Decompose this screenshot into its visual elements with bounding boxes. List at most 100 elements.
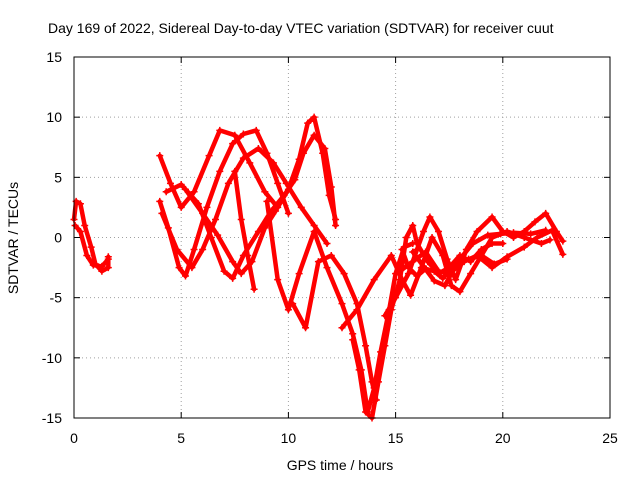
data-point — [325, 191, 333, 199]
x-axis-label: GPS time / hours — [287, 457, 394, 473]
data-point — [349, 330, 357, 338]
data-point — [173, 246, 181, 254]
data-point — [199, 209, 207, 217]
data-point — [177, 203, 185, 211]
data-point — [430, 277, 438, 285]
data-point — [254, 227, 262, 235]
data-point — [370, 276, 378, 284]
data-point — [87, 243, 95, 251]
data-point — [214, 231, 222, 239]
y-tick-label: -10 — [42, 350, 62, 366]
data-point — [76, 227, 84, 235]
data-point — [295, 155, 303, 163]
data-point — [239, 130, 247, 138]
data-point — [188, 264, 196, 272]
data-point — [177, 181, 185, 189]
data-point — [467, 270, 475, 278]
data-point — [362, 342, 370, 350]
data-point — [374, 378, 382, 386]
data-point — [542, 209, 550, 217]
data-point — [314, 258, 322, 266]
data-point — [229, 274, 237, 282]
series-arc-5 — [158, 144, 331, 272]
data-point — [246, 159, 254, 167]
data-point — [426, 213, 434, 221]
data-point — [261, 188, 269, 196]
data-point — [338, 300, 346, 308]
data-point — [237, 215, 245, 223]
data-point — [284, 185, 292, 193]
x-tick-label: 0 — [70, 430, 78, 446]
data-point — [537, 240, 545, 248]
data-point — [473, 227, 481, 235]
data-point — [76, 200, 84, 208]
data-point — [323, 240, 331, 248]
x-tick-label: 15 — [388, 430, 404, 446]
data-point — [409, 248, 417, 256]
data-point — [252, 126, 260, 134]
data-point — [269, 159, 277, 167]
data-point — [83, 252, 91, 260]
data-point — [490, 260, 498, 268]
data-point — [456, 288, 464, 296]
data-point — [510, 229, 518, 237]
data-point — [559, 250, 567, 258]
data-point — [355, 366, 363, 374]
data-point — [203, 203, 211, 211]
data-point — [231, 131, 239, 139]
data-series — [70, 113, 567, 422]
data-point — [499, 240, 507, 248]
data-point — [464, 255, 472, 263]
data-point — [332, 221, 340, 229]
data-point — [402, 234, 410, 241]
data-point — [216, 167, 224, 175]
series-arc-16 — [409, 226, 550, 290]
data-point — [156, 197, 164, 205]
data-point — [156, 152, 164, 160]
data-point — [284, 209, 292, 217]
axis-ticks: 0 5 10 15 20 25 -15 -10 -5 0 5 10 15 — [42, 49, 618, 446]
x-tick-label: 5 — [177, 430, 185, 446]
data-point — [447, 282, 455, 290]
data-point — [469, 240, 477, 248]
series-arc-10 — [289, 252, 380, 404]
data-point — [104, 264, 112, 272]
data-point — [338, 324, 346, 332]
y-tick-label: 10 — [46, 109, 62, 125]
data-point — [488, 213, 496, 221]
data-point — [413, 246, 421, 254]
data-point — [327, 252, 335, 260]
data-point — [396, 267, 404, 275]
data-point — [409, 258, 417, 266]
data-point — [477, 252, 485, 260]
data-point — [261, 224, 269, 232]
data-point — [413, 272, 421, 280]
data-point — [428, 234, 436, 241]
series-line — [72, 223, 111, 269]
y-tick-label: 15 — [46, 49, 62, 65]
y-tick-label: 5 — [54, 169, 62, 185]
data-point — [319, 149, 327, 157]
data-point — [353, 306, 361, 314]
data-point — [441, 282, 449, 290]
data-point — [533, 234, 541, 241]
data-point — [404, 264, 412, 272]
data-point — [175, 264, 183, 272]
data-point — [158, 209, 166, 217]
data-point — [274, 179, 282, 187]
data-point — [166, 179, 174, 187]
data-point — [297, 203, 305, 211]
data-point — [310, 227, 318, 235]
data-point — [409, 221, 417, 229]
data-point — [295, 270, 303, 278]
data-point — [452, 276, 460, 284]
data-point — [237, 270, 245, 278]
data-point — [422, 248, 430, 256]
data-point — [274, 276, 282, 284]
data-point — [216, 126, 224, 134]
data-point — [430, 267, 438, 275]
data-point — [381, 342, 389, 350]
data-point — [340, 270, 348, 278]
data-point — [254, 144, 262, 152]
